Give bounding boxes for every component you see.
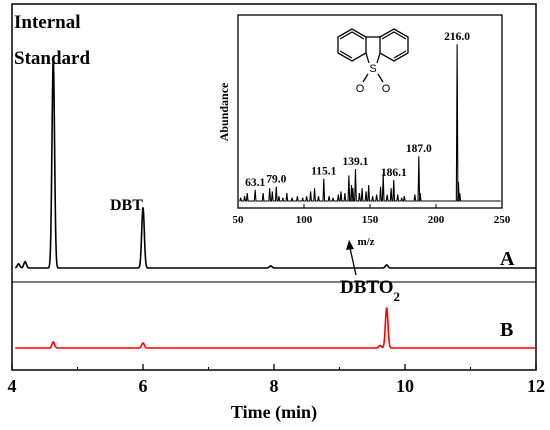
- structure-left-ring-inner: [339, 31, 365, 40]
- inset-peak-labels: 63.1 79.0 115.1 139.1 186.1 187.0 216.0: [245, 31, 470, 189]
- structure-oxygen-left: O: [356, 83, 365, 95]
- inset-peak-label: 186.1: [381, 167, 407, 179]
- dbto2-structure: [337, 28, 409, 83]
- x-tick-label: 12: [527, 376, 545, 396]
- inset-peak-label: 79.0: [266, 174, 286, 186]
- structure-so-bond-right: [377, 73, 384, 83]
- inset-x-axis-ticks: 50 100 150 200 250: [233, 204, 511, 226]
- structure-right-ring-inner: [381, 31, 407, 40]
- inset-x-tick-label: 250: [494, 214, 511, 226]
- x-axis-label: Time (min): [231, 402, 317, 423]
- trace-b-label: B: [500, 319, 513, 341]
- inset-peak-label: 187.0: [406, 143, 432, 155]
- inset-x-axis-label: m/z: [357, 236, 374, 248]
- x-tick-label: 10: [396, 376, 414, 396]
- inset-x-tick-label: 100: [296, 214, 313, 226]
- internal-standard-label-line2: Standard: [14, 48, 90, 69]
- x-tick-label: 4: [8, 376, 17, 396]
- structure-s-bond-right: [376, 52, 381, 64]
- inset-arrow-head: [346, 240, 354, 250]
- x-axis-ticks: 4 6 8 10 12: [8, 364, 545, 396]
- structure-right-ring-inner-2: [393, 50, 407, 59]
- x-tick-label: 8: [270, 376, 279, 396]
- structure-left-ring-inner-2: [339, 50, 353, 59]
- inset-y-axis-label: Abundance: [217, 82, 231, 141]
- structure-s-bond-left: [365, 52, 370, 64]
- structure-so-bond-left: [362, 73, 369, 83]
- dbto2-peak-label: DBTO2: [340, 277, 400, 304]
- inset-x-tick-label: 50: [233, 214, 245, 226]
- inset-peak-label: 216.0: [444, 31, 470, 43]
- dbt-peak-label: DBT: [110, 197, 143, 214]
- inset-arrow-line: [349, 247, 357, 276]
- inset-x-tick-label: 150: [362, 214, 379, 226]
- inset-peak-label: 63.1: [245, 177, 265, 189]
- trace-a-label: A: [500, 248, 515, 270]
- inset-peak-label: 139.1: [343, 156, 369, 168]
- structure-sulfur-atom: S: [369, 63, 376, 75]
- inset-x-tick-label: 200: [428, 214, 445, 226]
- inset-spectrum-line: [239, 44, 501, 202]
- internal-standard-label-line1: Internal: [14, 12, 81, 33]
- x-tick-label: 6: [139, 376, 148, 396]
- inset-peak-label: 115.1: [311, 166, 336, 178]
- structure-oxygen-right: O: [382, 83, 391, 95]
- trace-a-line: [14, 59, 536, 269]
- trace-b-line: [15, 307, 536, 349]
